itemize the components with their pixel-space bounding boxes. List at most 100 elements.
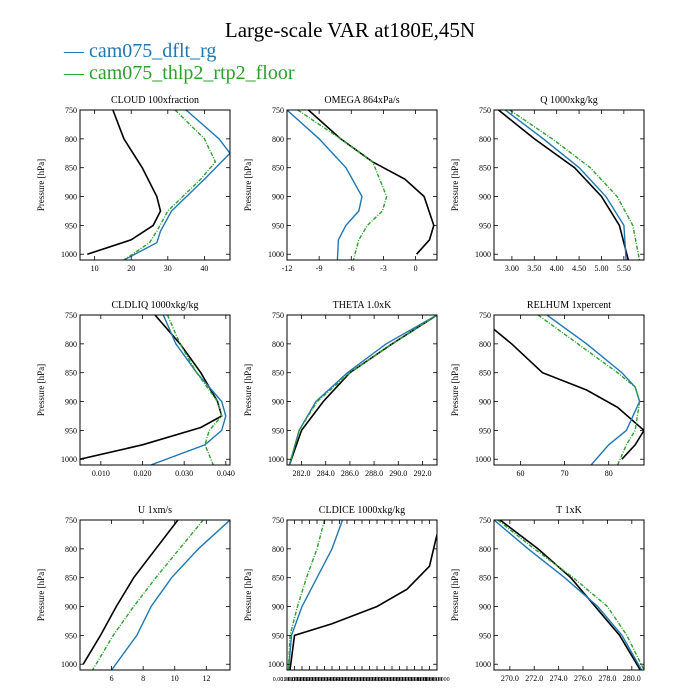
x-tick-label: 284.0 xyxy=(317,469,335,478)
series-line-thlp2 xyxy=(91,520,204,670)
y-tick-label: 750 xyxy=(65,311,77,320)
y-tick-label: 900 xyxy=(65,193,77,202)
x-tick-label: 286.0 xyxy=(341,469,359,478)
series-line-black xyxy=(307,110,435,255)
y-tick-label: 800 xyxy=(479,545,491,554)
y-tick-label: 750 xyxy=(479,516,491,525)
x-tick-label: 0.00600000 xyxy=(355,677,384,683)
y-tick-label: 1000 xyxy=(61,455,77,464)
series-line-dflt xyxy=(287,520,344,670)
series-line-dflt xyxy=(288,315,437,465)
y-tick-label: 800 xyxy=(272,545,284,554)
y-axis-label: Pressure [hPa] xyxy=(36,159,46,211)
series-line-dflt xyxy=(123,110,230,260)
y-tick-label: 1000 xyxy=(475,250,491,259)
series-line-black xyxy=(289,534,437,670)
x-tick-label: 0.00700000 xyxy=(370,677,399,683)
x-tick-label: 276.0 xyxy=(574,674,592,683)
plot-frame xyxy=(79,519,231,671)
x-tick-label: 20 xyxy=(127,264,135,273)
y-axis-label: Pressure [hPa] xyxy=(36,569,46,621)
y-tick-label: 850 xyxy=(272,369,284,378)
x-tick-label: 10 xyxy=(91,264,99,273)
x-tick-label: 30 xyxy=(164,264,172,273)
y-tick-label: 950 xyxy=(65,221,77,230)
x-tick-label: 0.00200000 xyxy=(295,677,324,683)
y-tick-label: 750 xyxy=(479,311,491,320)
x-tick-label: 0.0100000 xyxy=(417,677,443,683)
x-tick-label: 282.0 xyxy=(293,469,311,478)
panel-title: CLDLIQ 1000xkg/kg xyxy=(112,300,199,311)
x-tick-label: 0.00300000 xyxy=(310,677,339,683)
y-tick-label: 1000 xyxy=(268,455,284,464)
y-tick-label: 750 xyxy=(272,311,284,320)
x-tick-label: 0.00900000 xyxy=(400,677,429,683)
legend-entry-dflt: — cam075_dflt_rg xyxy=(64,40,216,62)
y-tick-label: 800 xyxy=(65,340,77,349)
panel-3: Q 1000xkg/kg Pressure [hPa] 750 800 850 900 95… xyxy=(450,95,645,273)
y-tick-label: 800 xyxy=(479,135,491,144)
y-tick-label: 900 xyxy=(272,398,284,407)
series-line-black xyxy=(497,110,630,260)
y-axis-label: Pressure [hPa] xyxy=(36,364,46,416)
x-tick-label: 4.00 xyxy=(550,264,564,273)
panel-7: U 1xm/s Pressure [hPa] 750 800 850 900 950 1000… xyxy=(36,505,231,683)
x-tick-label: 272.0 xyxy=(525,674,543,683)
x-tick-label: 10 xyxy=(171,674,179,683)
series-line-thlp2 xyxy=(287,520,326,670)
series-line-thlp2 xyxy=(288,315,437,465)
x-tick-label: 0.0110000 xyxy=(424,677,449,683)
y-tick-label: 900 xyxy=(479,193,491,202)
y-tick-label: 950 xyxy=(272,631,284,640)
x-tick-label: 0.00300000 xyxy=(303,677,332,683)
panel-9: T 1xK Pressure [hPa] 750 800 850 900 950 1000 27… xyxy=(450,505,645,683)
y-tick-label: 850 xyxy=(479,164,491,173)
y-axis-label: Pressure [hPa] xyxy=(450,569,460,621)
plot-frame xyxy=(79,314,231,466)
panel-title: T 1xK xyxy=(556,505,582,516)
x-tick-label: 0.00100000 xyxy=(273,677,302,683)
y-tick-label: 950 xyxy=(479,221,491,230)
x-tick-label: 290.0 xyxy=(389,469,407,478)
x-tick-label: 80 xyxy=(605,469,613,478)
y-tick-label: 900 xyxy=(272,193,284,202)
x-tick-label: 40 xyxy=(200,264,208,273)
y-tick-label: 950 xyxy=(272,221,284,230)
series-line-thlp2 xyxy=(537,315,641,465)
y-tick-label: 1000 xyxy=(61,250,77,259)
plot-frame xyxy=(286,109,438,261)
panel-title: CLOUD 100xfraction xyxy=(111,95,199,106)
x-tick-label: 288.0 xyxy=(365,469,383,478)
series-line-thlp2 xyxy=(297,110,388,260)
series-line-dflt xyxy=(111,520,230,670)
y-axis-label: Pressure [hPa] xyxy=(450,159,460,211)
y-axis-label: Pressure [hPa] xyxy=(243,569,253,621)
legend-line-dflt: — xyxy=(64,40,89,62)
series-line-thlp2 xyxy=(123,110,217,260)
series-line-black xyxy=(80,315,223,460)
y-axis-label: Pressure [hPa] xyxy=(243,364,253,416)
x-tick-label: 60 xyxy=(516,469,524,478)
x-tick-label: 8 xyxy=(141,674,145,683)
series-line-thlp2 xyxy=(166,315,223,465)
y-tick-label: 1000 xyxy=(268,660,284,669)
x-tick-label: 0.00800000 xyxy=(378,677,407,683)
x-tick-label: 292.0 xyxy=(413,469,431,478)
panel-title: U 1xm/s xyxy=(138,505,172,516)
x-tick-label: 5.50 xyxy=(617,264,631,273)
y-tick-label: 800 xyxy=(272,135,284,144)
x-tick-label: 3.00 xyxy=(505,264,519,273)
y-tick-label: 900 xyxy=(65,603,77,612)
y-tick-label: 950 xyxy=(272,426,284,435)
x-tick-label: 270.0 xyxy=(501,674,519,683)
legend-label-dflt: cam075_dflt_rg xyxy=(89,40,217,62)
y-tick-label: 850 xyxy=(272,574,284,583)
legend-line-thlp2: — xyxy=(64,62,89,84)
y-tick-label: 900 xyxy=(272,603,284,612)
x-tick-label: 4.50 xyxy=(572,264,586,273)
x-tick-label: -6 xyxy=(348,264,355,273)
y-tick-label: 950 xyxy=(479,631,491,640)
y-tick-label: 850 xyxy=(272,164,284,173)
x-tick-label: -9 xyxy=(316,264,323,273)
series-line-dflt xyxy=(546,315,641,465)
